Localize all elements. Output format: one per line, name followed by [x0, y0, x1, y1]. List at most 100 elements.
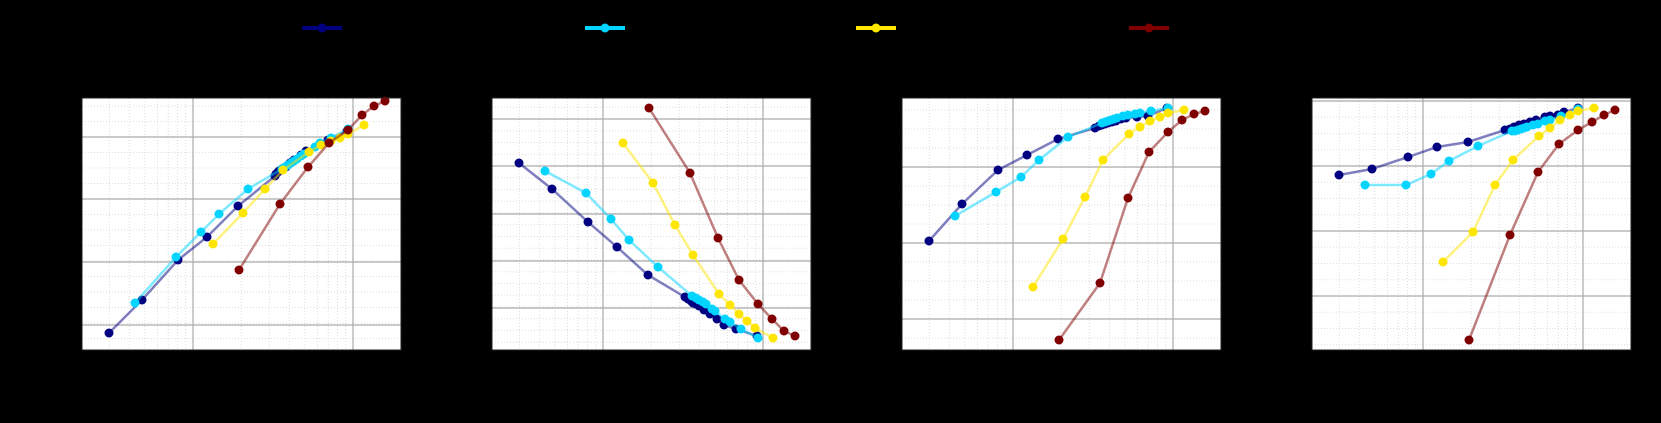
data-point: [1573, 125, 1583, 135]
data-point: [1034, 155, 1044, 165]
data-point: [701, 299, 711, 309]
data-point: [1589, 103, 1599, 113]
data-point: [1334, 170, 1344, 180]
data-point: [736, 324, 746, 334]
data-point: [243, 184, 253, 194]
data-point: [1444, 156, 1454, 166]
legend-marker-icon: [856, 23, 896, 33]
data-point: [618, 138, 628, 148]
data-point: [1155, 112, 1165, 122]
legend-marker-icon: [1129, 23, 1169, 33]
legend-item-4: [1127, 20, 1171, 36]
data-point: [1367, 164, 1377, 174]
data-point: [1505, 230, 1515, 240]
data-point: [1200, 106, 1210, 116]
legend-item-1: [300, 20, 344, 36]
data-point: [753, 333, 763, 343]
series-3: [1438, 103, 1599, 267]
data-point: [1360, 180, 1370, 190]
data-point: [713, 233, 723, 243]
data-point: [1610, 105, 1620, 115]
data-point: [304, 147, 314, 157]
chart-panel-3: [901, 97, 1222, 351]
data-point: [1401, 180, 1411, 190]
data-point: [1490, 180, 1500, 190]
data-point: [1587, 117, 1597, 127]
data-point: [380, 96, 390, 106]
data-point: [1599, 110, 1609, 120]
data-point: [1403, 152, 1413, 162]
data-point: [1473, 141, 1483, 151]
data-point: [991, 187, 1001, 197]
chart-panel-4: [1311, 97, 1632, 351]
data-point: [208, 239, 218, 249]
data-point: [993, 165, 1003, 175]
data-point: [1095, 278, 1105, 288]
series-2: [950, 103, 1173, 221]
data-point: [1545, 123, 1555, 133]
data-point: [670, 220, 680, 230]
data-point: [710, 306, 720, 316]
data-point: [581, 188, 591, 198]
data-point: [303, 162, 313, 172]
data-point: [1123, 110, 1133, 120]
data-point: [790, 331, 800, 341]
data-point: [324, 138, 334, 148]
data-point: [278, 165, 288, 175]
data-point: [1533, 119, 1543, 129]
legend-marker-icon: [585, 23, 625, 33]
legend-item-3: [854, 20, 898, 36]
data-point: [612, 242, 622, 252]
series-4: [1464, 105, 1620, 345]
data-point: [742, 316, 752, 326]
data-point: [688, 250, 698, 260]
data-point: [1163, 108, 1173, 118]
data-point: [130, 298, 140, 308]
series-4: [1054, 106, 1210, 345]
data-point: [104, 328, 114, 338]
chart-panel-2: [491, 97, 812, 351]
data-point: [779, 326, 789, 336]
data-point: [1545, 115, 1555, 125]
data-point: [1145, 116, 1155, 126]
data-point: [1135, 122, 1145, 132]
data-point: [1080, 192, 1090, 202]
series-4: [234, 96, 390, 275]
data-point: [1146, 106, 1156, 116]
data-point: [316, 140, 326, 150]
data-point: [957, 199, 967, 209]
data-point: [725, 317, 735, 327]
data-point: [648, 178, 658, 188]
data-point: [767, 314, 777, 324]
data-point: [1053, 134, 1063, 144]
data-point: [583, 217, 593, 227]
data-point: [624, 235, 634, 245]
data-point: [1135, 108, 1145, 118]
data-point: [196, 227, 206, 237]
series-2: [540, 166, 763, 343]
data-point: [1189, 109, 1199, 119]
data-point: [1177, 115, 1187, 125]
series-2: [1360, 104, 1583, 190]
data-point: [1438, 257, 1448, 267]
data-point: [275, 199, 285, 209]
data-point: [725, 300, 735, 310]
data-point: [540, 166, 550, 176]
data-point: [202, 232, 212, 242]
data-point: [214, 209, 224, 219]
legend-marker-icon: [302, 23, 342, 33]
data-point: [768, 333, 778, 343]
data-point: [1432, 142, 1442, 152]
data-point: [924, 236, 934, 246]
data-point: [238, 208, 248, 218]
data-point: [606, 214, 616, 224]
data-point: [1179, 105, 1189, 115]
data-point: [1555, 115, 1565, 125]
data-point: [753, 299, 763, 309]
data-point: [1098, 155, 1108, 165]
data-point: [734, 309, 744, 319]
data-point: [644, 103, 654, 113]
data-point: [1123, 193, 1133, 203]
data-point: [643, 270, 653, 280]
